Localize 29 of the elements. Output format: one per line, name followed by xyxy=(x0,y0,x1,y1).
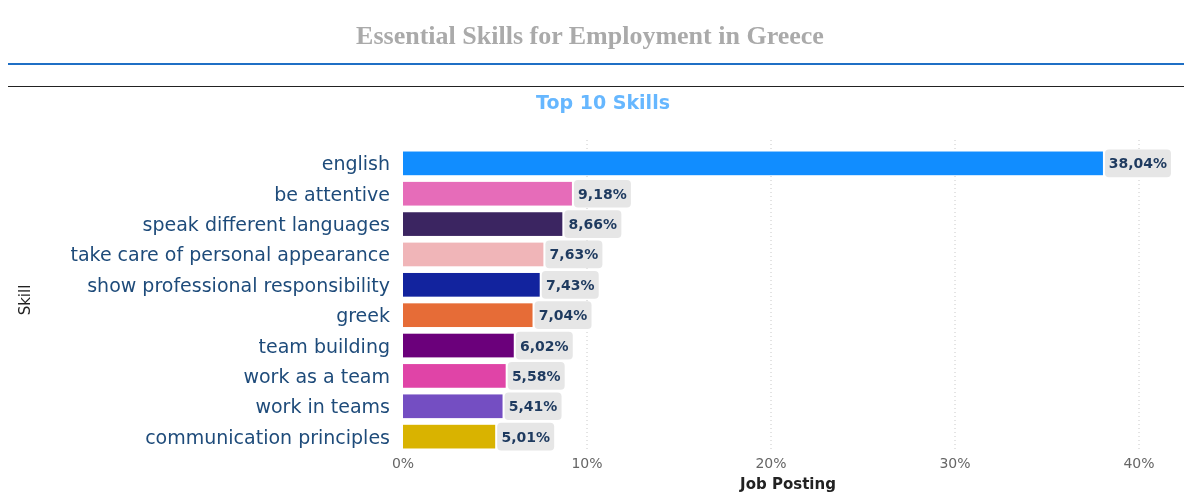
x-tick-label: 30% xyxy=(939,455,971,471)
data-label: 5,01% xyxy=(501,428,550,445)
y-axis-title: Skill xyxy=(16,284,34,316)
y-tick-label: be attentive xyxy=(274,182,390,205)
y-tick-label: show professional responsibility xyxy=(87,273,390,296)
x-tick-label: 40% xyxy=(1123,455,1155,471)
data-label: 5,58% xyxy=(511,367,561,384)
x-tick-label: 20% xyxy=(755,455,787,471)
data-label: 8,66% xyxy=(568,216,618,233)
data-label: 9,18% xyxy=(578,185,627,202)
data-label: 38,04% xyxy=(1108,155,1168,172)
y-tick-label: speak different languages xyxy=(142,213,390,236)
y-tick-label: team building xyxy=(258,334,390,357)
data-label: 6,02% xyxy=(519,337,569,354)
x-tick-label: 0% xyxy=(391,455,415,471)
y-tick-label: take care of personal appearance xyxy=(70,243,390,266)
x-axis-title: Job Posting xyxy=(739,475,836,493)
data-label: 7,63% xyxy=(549,246,599,263)
y-tick-label: greek xyxy=(336,304,390,327)
data-label: 7,43% xyxy=(545,276,595,293)
chart-title: Essential Skills for Employment in Greece xyxy=(356,21,824,50)
x-tick-label: 10% xyxy=(571,455,603,471)
data-label: 7,04% xyxy=(538,307,588,324)
y-tick-label: work as a team xyxy=(243,364,390,387)
y-tick-label: english xyxy=(321,152,390,175)
chart-subtitle: Top 10 Skills xyxy=(536,91,670,113)
data-label: 5,41% xyxy=(508,398,558,415)
y-tick-label: communication principles xyxy=(145,425,390,448)
y-tick-label: work in teams xyxy=(255,395,390,418)
